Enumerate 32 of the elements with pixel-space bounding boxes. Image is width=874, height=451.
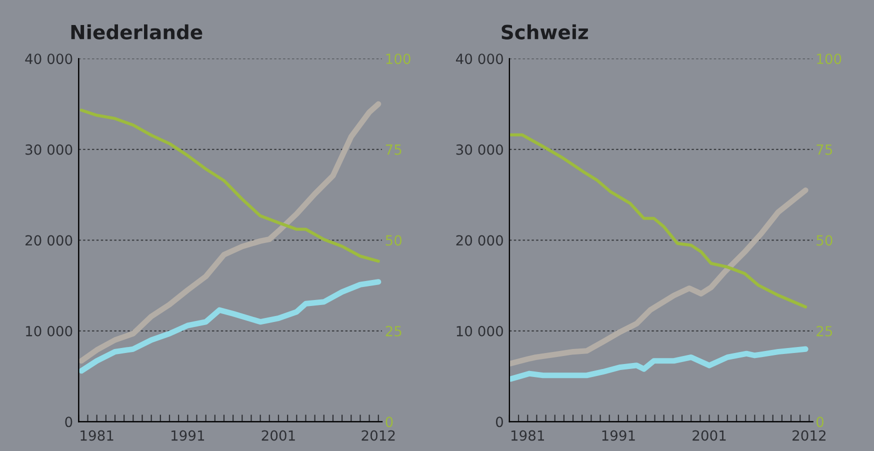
y2-tick-label: 0	[386, 416, 393, 428]
x-tick-label: 1981	[511, 430, 544, 441]
y2-tick-label: 50	[816, 235, 832, 246]
y2-tick-label: 0	[816, 416, 824, 428]
y2-tick-label: 100	[386, 54, 410, 64]
y-tick-label: 40 000	[456, 54, 503, 64]
chart-title: Schweiz	[502, 24, 588, 40]
y-tick-label: 10 000	[26, 326, 72, 336]
y-tick-label: 10 000	[456, 326, 503, 336]
x-tick-label: 2001	[262, 430, 295, 441]
line-series	[509, 133, 808, 308]
x-tick-label: 2012	[362, 430, 395, 441]
x-tick-label: 1981	[80, 430, 114, 441]
x-tick-label: 1991	[172, 430, 204, 441]
line-series	[80, 108, 380, 263]
y-tick-label: 30 000	[26, 144, 72, 155]
y-tick-label: 30 000	[456, 144, 503, 155]
y2-tick-label: 50	[386, 235, 402, 246]
y-tick-label: 0	[496, 416, 503, 428]
x-tick-label: 2001	[692, 430, 726, 441]
y-tick-label: 20 000	[26, 235, 72, 246]
y2-tick-label: 75	[386, 144, 402, 155]
y2-tick-label: 25	[386, 326, 402, 336]
y2-tick-label: 25	[816, 326, 832, 336]
chart-title: Niederlande	[71, 24, 202, 40]
y-tick-label: 40 000	[25, 54, 72, 64]
y-tick-label: 0	[65, 416, 72, 428]
x-tick-label: 1991	[602, 430, 635, 441]
y2-tick-label: 100	[817, 54, 842, 64]
y-tick-label: 20 000	[456, 235, 503, 246]
x-tick-label: 2012	[792, 430, 826, 441]
y2-tick-label: 75	[816, 144, 832, 155]
